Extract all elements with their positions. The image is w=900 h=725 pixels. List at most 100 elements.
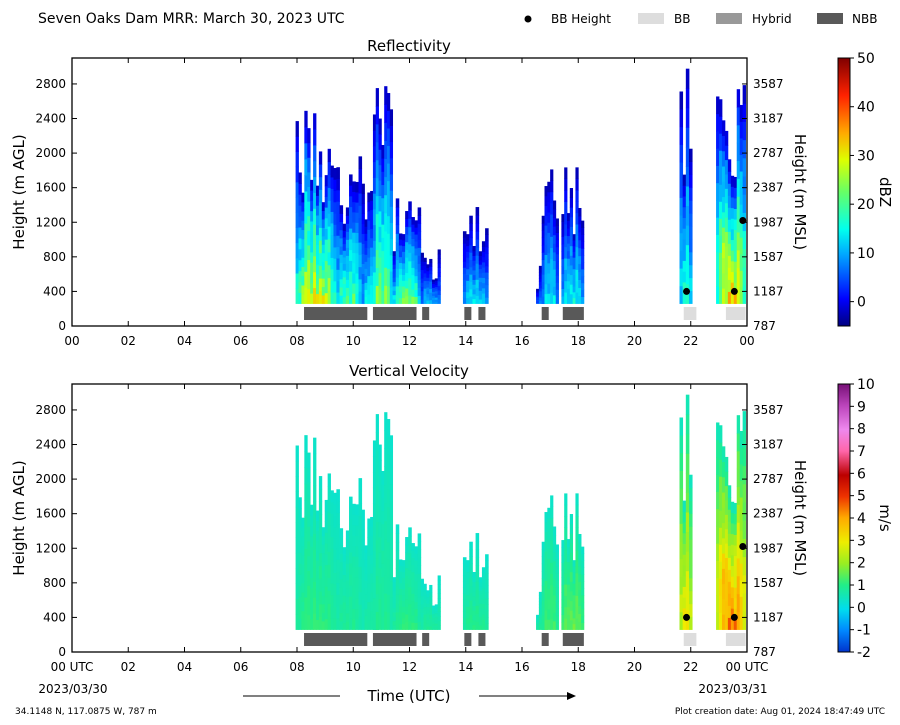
echo-pixel (742, 121, 746, 141)
y-right-tick-label: 3587 (753, 403, 784, 417)
echo-pixel (375, 213, 379, 233)
echo-pixel (321, 569, 326, 579)
echo-pixel (555, 275, 559, 283)
echo-pixel (733, 576, 738, 588)
echo-pixel (387, 559, 391, 578)
echo-pixel (437, 271, 441, 277)
echo-pixel (339, 278, 344, 288)
echo-pixel (727, 581, 732, 594)
echo-pixel (730, 523, 735, 535)
echo-pixel (541, 614, 545, 623)
echo-pixel (324, 260, 329, 272)
echo-pixel (315, 244, 320, 255)
echo-pixel (552, 277, 557, 287)
echo-pixel (339, 545, 344, 554)
echo-pixel (330, 292, 334, 304)
echo-pixel (417, 223, 422, 232)
echo-pixel (333, 595, 337, 608)
echo-pixel (405, 218, 409, 227)
echo-pixel (420, 621, 424, 626)
echo-pixel (411, 260, 415, 268)
echo-pixel (313, 613, 317, 630)
echo-pixel (321, 286, 326, 296)
echo-pixel (578, 597, 582, 607)
echo-pixel (408, 595, 412, 605)
echo-pixel (378, 288, 382, 304)
echo-pixel (567, 250, 571, 259)
echo-pixel (578, 621, 582, 630)
echo-pixel (364, 587, 368, 595)
echo-pixel (575, 269, 579, 282)
echo-pixel (318, 214, 323, 228)
echo-pixel (381, 211, 385, 225)
y-right-tick-label: 1987 (753, 215, 784, 229)
echo-pixel (349, 292, 353, 304)
echo-pixel (472, 246, 476, 252)
echo-pixel (307, 452, 311, 468)
echo-pixel (437, 294, 441, 300)
echo-pixel (437, 597, 441, 603)
echo-pixel (389, 238, 394, 256)
echo-pixel (481, 567, 486, 573)
x-tick-label: 22 (683, 660, 698, 674)
echo-pixel (567, 554, 571, 563)
echo-pixel (434, 280, 439, 283)
echo-pixel (567, 599, 571, 608)
echo-pixel (330, 211, 334, 224)
echo-pixel (472, 619, 476, 626)
echo-pixel (736, 196, 741, 215)
echo-pixel (429, 614, 433, 619)
echo-pixel (485, 610, 489, 618)
x-tick-label: 00 (64, 334, 79, 348)
echo-pixel (298, 607, 302, 619)
echo-pixel (569, 197, 574, 208)
echo-pixel (313, 240, 317, 257)
echo-pixel (481, 241, 486, 247)
echo-pixel (295, 445, 299, 462)
echo-pixel (437, 625, 441, 630)
echo-pixel (478, 577, 483, 583)
echo-pixel (550, 573, 554, 586)
echo-pixel (575, 246, 579, 259)
echo-pixel (358, 591, 363, 605)
echo-pixel (721, 120, 726, 137)
echo-pixel (581, 567, 585, 575)
echo-pixel (352, 608, 356, 620)
echo-pixel (408, 561, 412, 571)
echo-pixel (324, 510, 329, 522)
echo-pixel (389, 271, 394, 288)
echo-pixel (381, 237, 385, 252)
y-right-tick-label: 2387 (753, 181, 784, 195)
echo-pixel (405, 544, 409, 553)
echo-pixel (301, 294, 305, 304)
echo-pixel (310, 577, 314, 589)
echo-pixel (324, 553, 329, 566)
echo-pixel (432, 613, 436, 616)
echo-pixel (569, 188, 574, 199)
echo-pixel (324, 239, 329, 251)
echo-pixel (307, 585, 311, 601)
echo-pixel (719, 442, 723, 460)
x-tick-label: 16 (514, 334, 529, 348)
echo-pixel (730, 271, 735, 283)
echo-pixel (475, 279, 480, 288)
echo-pixel (469, 556, 473, 565)
echo-pixel (721, 537, 726, 554)
echo-pixel (538, 613, 543, 618)
echo-pixel (578, 279, 582, 288)
echo-pixel (736, 540, 741, 559)
echo-pixel (349, 174, 353, 186)
echo-pixel (327, 251, 331, 266)
echo-pixel (298, 541, 302, 553)
echo-pixel (381, 523, 385, 538)
echo-pixel (414, 560, 419, 568)
echo-pixel (552, 552, 557, 562)
echo-pixel (315, 510, 320, 521)
echo-pixel (352, 181, 356, 192)
echo-pixel (349, 607, 353, 619)
echo-pixel (339, 528, 344, 538)
echo-pixel (398, 256, 403, 264)
echo-pixel (719, 493, 723, 511)
echo-pixel (342, 263, 347, 271)
echo-pixel (336, 235, 340, 248)
